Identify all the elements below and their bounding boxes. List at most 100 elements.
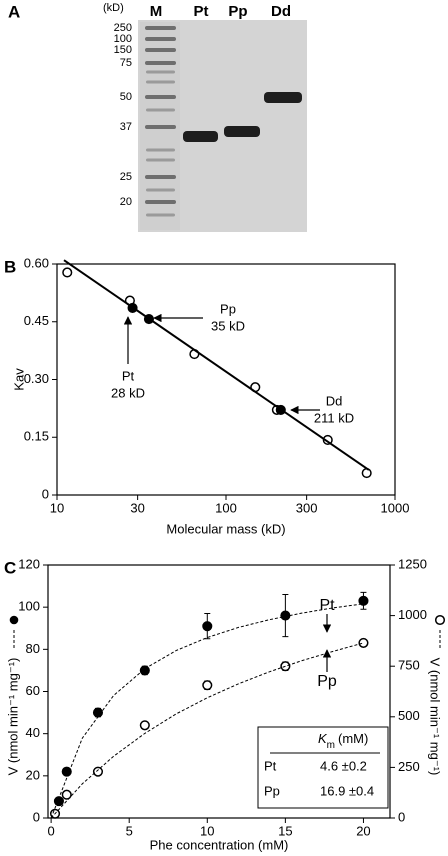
open-point xyxy=(202,680,213,691)
filled-point xyxy=(139,665,150,676)
x-axis-label: Phe concentration (mM) xyxy=(150,837,289,852)
protein-band xyxy=(264,92,302,103)
y2-tick-label: 1250 xyxy=(398,556,427,571)
marker-band xyxy=(145,61,176,65)
marker-label: 20 xyxy=(120,196,132,208)
marker-band xyxy=(145,48,176,52)
table-value: 4.6 ±0.2 xyxy=(320,758,367,773)
table-name: Pp xyxy=(264,783,280,798)
marker-band xyxy=(145,26,176,30)
x-tick-label: 5 xyxy=(126,823,133,838)
marker-band xyxy=(146,108,175,112)
filled-point xyxy=(202,621,213,632)
marker-band xyxy=(146,213,175,217)
marker-label: 100 xyxy=(114,33,132,45)
plot-frame xyxy=(56,263,396,496)
y-tick-label: 20 xyxy=(26,767,40,782)
y-tick-label: 0.30 xyxy=(24,371,49,386)
x-tick-label: 100 xyxy=(215,500,237,515)
y-tick-label: 100 xyxy=(18,599,40,614)
marker-band xyxy=(146,188,175,192)
lane-label: Pp xyxy=(228,3,247,20)
x-tick-label: 300 xyxy=(296,500,318,515)
marker-label: 50 xyxy=(120,91,132,103)
marker-band xyxy=(145,125,176,129)
table-header: Km (mM) xyxy=(318,731,368,751)
unit-label: (kD) xyxy=(103,2,124,14)
annotation: Dd xyxy=(326,393,343,408)
lane-label: M xyxy=(150,3,163,20)
y2-tick-label: 250 xyxy=(398,759,420,774)
x-tick-label: 0 xyxy=(48,823,55,838)
y2-tick-label: 0 xyxy=(398,809,405,824)
panel-label: C xyxy=(4,558,16,577)
marker-label: 25 xyxy=(120,171,132,183)
y2-tick-label: 500 xyxy=(398,708,420,723)
marker-band xyxy=(145,95,176,99)
y-tick-label: 0.45 xyxy=(24,313,49,328)
y2-tick-label: 1000 xyxy=(398,607,427,622)
protein-band xyxy=(224,126,260,137)
marker-label: 37 xyxy=(120,121,132,133)
annotation: 211 kD xyxy=(314,410,354,425)
marker-label: 150 xyxy=(114,44,132,56)
y-tick-label: 0 xyxy=(33,809,40,824)
annotation: 35 kD xyxy=(211,318,245,333)
series-label: Pp xyxy=(317,673,337,690)
lane-label: Pt xyxy=(194,3,209,20)
x-axis-label: Molecular mass (kD) xyxy=(166,521,285,536)
axis-key-filled xyxy=(9,615,19,625)
table-name: Pt xyxy=(264,758,277,773)
y-tick-label: 40 xyxy=(26,725,40,740)
km-sub: m xyxy=(327,740,335,751)
open-point xyxy=(361,468,372,479)
panel-label: B xyxy=(4,257,16,276)
filled-point xyxy=(61,766,72,777)
marker-band xyxy=(145,200,176,204)
x-tick-label: 10 xyxy=(200,823,214,838)
annotation: Pp xyxy=(220,301,236,316)
filled-point xyxy=(358,595,369,606)
y-axis-label: Kav xyxy=(11,368,26,391)
fit-curve xyxy=(50,603,364,819)
open-point xyxy=(92,766,104,777)
y-tick-label: 60 xyxy=(26,683,40,698)
km-unit: (mM) xyxy=(338,731,368,746)
open-point xyxy=(139,720,150,731)
table-value: 16.9 ±0.4 xyxy=(320,783,374,798)
lane-label: Dd xyxy=(271,3,291,20)
fit-line xyxy=(63,259,370,471)
x-tick-label: 15 xyxy=(278,823,292,838)
x-tick-label: 30 xyxy=(130,500,144,515)
axis-key-open xyxy=(434,614,446,626)
y-tick-label: 0.15 xyxy=(24,429,49,444)
y-axis-label: V (nmol min⁻¹ mg⁻¹) xyxy=(5,658,20,776)
marker-band xyxy=(146,80,175,84)
y2-tick-label: 750 xyxy=(398,658,420,673)
table-box xyxy=(257,726,389,809)
y-tick-label: 0 xyxy=(42,486,49,501)
marker-label: 250 xyxy=(114,22,132,34)
x-tick-label: 10 xyxy=(50,500,64,515)
y-tick-label: 120 xyxy=(18,556,40,571)
open-point xyxy=(62,267,73,278)
y-tick-label: 0.60 xyxy=(24,255,49,270)
marker-band xyxy=(145,37,176,41)
fit-curve xyxy=(50,642,364,819)
y-tick-label: 80 xyxy=(26,641,40,656)
open-point xyxy=(61,789,72,800)
annotation: 28 kD xyxy=(111,385,145,400)
protein-band xyxy=(183,131,218,142)
open-point xyxy=(358,637,369,648)
marker-band xyxy=(145,175,176,179)
km-symbol: K xyxy=(318,731,328,746)
marker-label: 75 xyxy=(120,57,132,69)
x-tick-label: 20 xyxy=(356,823,370,838)
annotation: Pt xyxy=(122,368,135,383)
series-label: Pt xyxy=(319,597,335,614)
marker-band xyxy=(146,70,175,74)
panel-label: A xyxy=(8,2,20,21)
x-tick-label: 1000 xyxy=(381,500,410,515)
